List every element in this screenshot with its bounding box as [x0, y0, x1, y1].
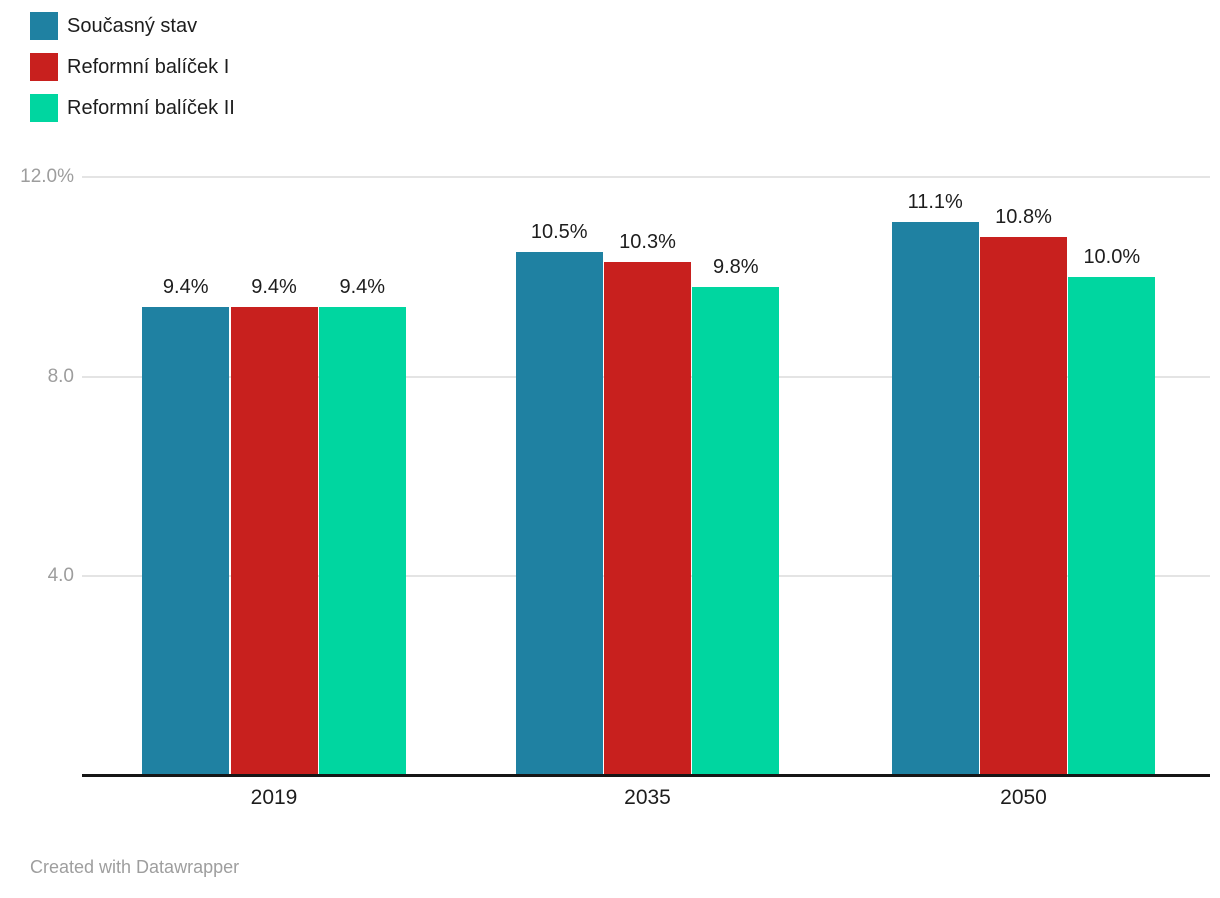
x-axis-label: 2035: [624, 786, 671, 809]
bar-value-label: 10.5%: [530, 220, 588, 243]
bar-value-label: 9.4%: [162, 275, 209, 298]
bar-value-label: 9.8%: [713, 255, 759, 278]
bar-2050-series-2: [1068, 276, 1156, 776]
bar-2019-series-0: [142, 306, 230, 776]
bar-2035-series-0: [515, 251, 603, 776]
gridline: [82, 176, 1210, 178]
y-axis-tick-label: 8.0: [47, 365, 74, 387]
bar-2019-series-1: [230, 306, 318, 776]
legend-swatch-blue: [30, 12, 58, 40]
legend: Současný stav Reformní balíček I Reformn…: [30, 12, 235, 122]
x-axis-label: 2050: [1000, 786, 1047, 809]
legend-item-reformni-balicek-1: Reformní balíček I: [30, 53, 235, 81]
legend-item-reformni-balicek-2: Reformní balíček II: [30, 94, 235, 122]
bar-value-label: 10.3%: [619, 230, 676, 253]
y-axis-tick-label: 12.0%: [20, 166, 74, 187]
bar-value-label: 9.4%: [251, 275, 297, 298]
legend-swatch-green: [30, 94, 58, 122]
bar-2050-series-1: [980, 236, 1067, 776]
legend-label: Reformní balíček II: [67, 96, 235, 119]
bar-2035-series-2: [692, 286, 780, 776]
x-axis-label: 2019: [250, 786, 298, 809]
bar-value-label: 10.8%: [995, 205, 1052, 228]
bar-value-label: 11.1%: [907, 190, 963, 213]
attribution-text: Created with Datawrapper: [30, 857, 240, 877]
legend-swatch-red: [30, 53, 58, 81]
legend-item-soucasny-stav: Současný stav: [30, 12, 235, 40]
y-axis-tick-label: 4.0: [47, 565, 74, 587]
bar-2019-series-2: [318, 306, 406, 776]
legend-label: Současný stav: [67, 14, 198, 37]
bar-2035-series-1: [604, 261, 691, 776]
legend-label: Reformní balíček I: [67, 55, 230, 78]
bar-value-label: 10.0%: [1083, 245, 1141, 268]
bar-2050-series-0: [891, 221, 979, 776]
bar-value-label: 9.4%: [339, 275, 386, 298]
x-axis-line: [82, 774, 1210, 777]
